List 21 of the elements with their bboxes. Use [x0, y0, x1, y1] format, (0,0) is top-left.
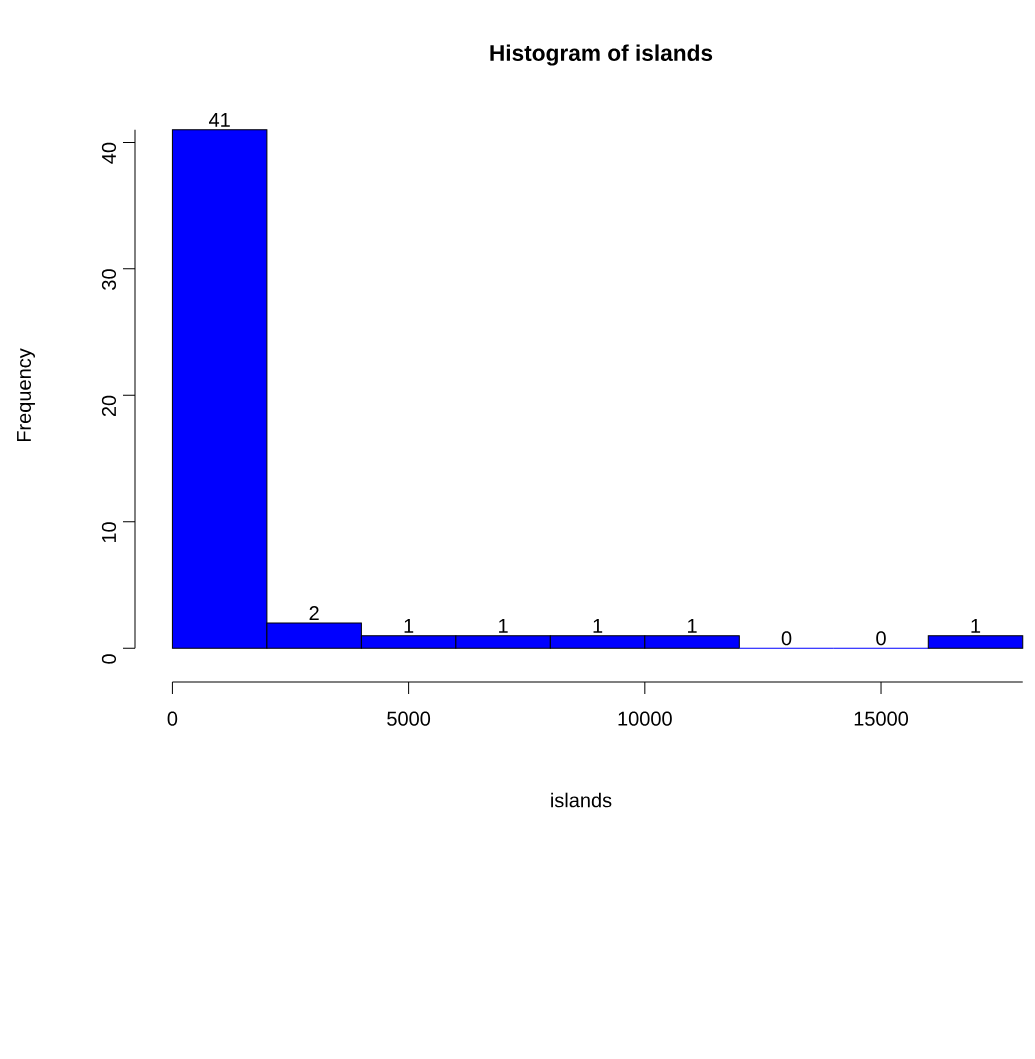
y-tick-label: 0 — [101, 654, 117, 664]
y-axis-title: Frequency — [17, 348, 35, 442]
data-label: 0 — [781, 631, 792, 646]
y-tick-label: 30 — [101, 269, 117, 290]
x-tick-label: 10000 — [618, 711, 672, 726]
y-tick-label: 10 — [101, 522, 117, 543]
data-label: 1 — [404, 618, 414, 633]
y-tick-label: 40 — [101, 142, 117, 164]
y-tick-label: 20 — [101, 395, 117, 417]
data-label: 41 — [208, 113, 230, 127]
data-label: 1 — [971, 618, 981, 633]
data-label: 1 — [688, 618, 697, 633]
data-label: 0 — [876, 631, 886, 646]
x-tick-label: 0 — [167, 711, 178, 726]
x-axis-title: islands — [551, 792, 612, 808]
data-label: 1 — [593, 618, 603, 633]
data-label: 2 — [309, 606, 319, 621]
x-tick-label: 5000 — [387, 711, 431, 726]
chart-title: Histogram of islands — [490, 44, 713, 66]
data-label: 1 — [499, 618, 508, 633]
x-tick-label: 15000 — [854, 711, 909, 726]
